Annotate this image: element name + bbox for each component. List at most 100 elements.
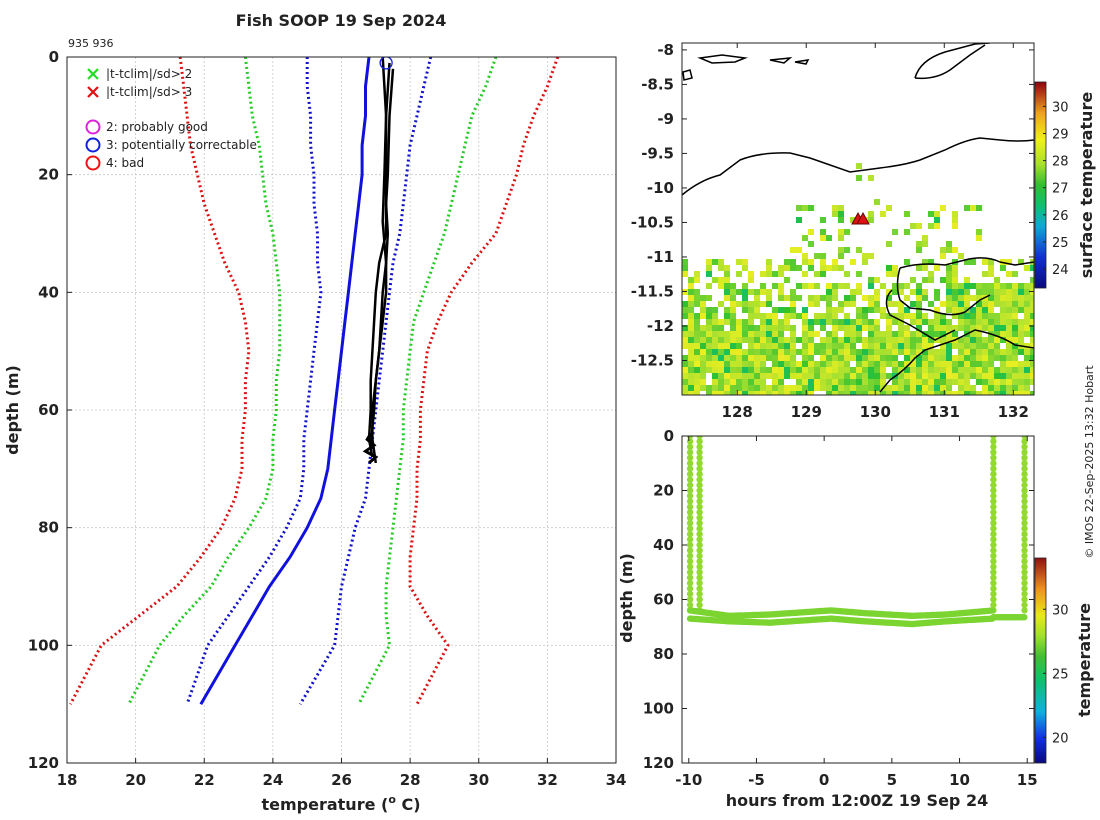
temperature-point (696, 541, 703, 549)
sst-pixel (682, 313, 688, 319)
sst-pixel (892, 349, 898, 355)
sst-pixel (1030, 355, 1034, 361)
sst-pixel (808, 379, 814, 385)
legend-circle-marker (85, 137, 101, 153)
sst-pixel (730, 373, 736, 379)
sst-pixel (832, 391, 838, 395)
sst-pixel (700, 349, 706, 355)
sst-pixel (958, 313, 964, 319)
sst-pixel (904, 367, 910, 373)
time-x-tick-label: -5 (748, 771, 765, 789)
sst-pixel (994, 391, 1000, 395)
sst-pixel (988, 283, 994, 289)
sst-pixel (850, 331, 856, 337)
temperature-point (696, 536, 703, 543)
temperature-point (696, 552, 703, 560)
sst-pixel (988, 319, 994, 325)
sst-pixel (880, 313, 886, 319)
sst-pixel (784, 319, 790, 325)
sst-pixel (814, 385, 820, 391)
sst-pixel (856, 331, 862, 337)
sst-pixel (754, 361, 760, 367)
sst-pixel (958, 367, 964, 373)
sst-pixel (958, 283, 964, 289)
sst-pixel (994, 313, 1000, 319)
sst-pixel (748, 367, 754, 373)
sst-pixel (742, 373, 748, 379)
sst-pixel (946, 247, 952, 253)
profile-grid (66, 56, 617, 764)
sst-pixel (700, 307, 706, 313)
sst-pixel (970, 259, 976, 265)
sst-pixel (1024, 265, 1030, 271)
sst-pixel (910, 313, 916, 319)
sst-pixel (772, 391, 778, 395)
sst-pixel (700, 385, 706, 391)
sst-pixel (880, 331, 886, 337)
sst-pixel (904, 349, 910, 355)
sst-pixel (760, 319, 766, 325)
sst-pixel (1012, 391, 1018, 395)
sst-pixel (1000, 295, 1006, 301)
sst-pixel (1012, 349, 1018, 355)
sst-pixel (910, 337, 916, 343)
sst-pixel (838, 253, 844, 259)
sst-pixel (742, 325, 748, 331)
temperature-point (686, 492, 694, 500)
sst-pixel (802, 307, 808, 313)
sst-pixel (916, 367, 922, 373)
sst-pixel (766, 295, 772, 301)
sst-pixel (820, 319, 826, 325)
sst-pixel (724, 313, 730, 319)
sst-pixel (934, 367, 940, 373)
sst-pixel (808, 361, 814, 367)
sst-pixel (892, 361, 898, 367)
sst-pixel (1006, 259, 1012, 265)
sst-pixel (796, 205, 802, 211)
sst-pixel (964, 355, 970, 361)
sst-pixel (952, 361, 958, 367)
sst-pixel (976, 283, 982, 289)
sst-pixel (964, 301, 970, 307)
sst-pixel (976, 361, 982, 367)
temperature-point (1021, 449, 1028, 456)
sst-pixel (748, 349, 754, 355)
sst-pixel (760, 361, 766, 367)
sst-pixel (946, 295, 952, 301)
sst-pixel (934, 289, 940, 295)
sst-pixel (694, 379, 700, 385)
temperature-point (1021, 536, 1028, 543)
sst-pixel (1000, 385, 1006, 391)
sst-pixel (742, 355, 748, 361)
temperature-point (686, 438, 694, 445)
sst-pixel (856, 175, 862, 181)
qc3-marker (379, 57, 393, 70)
temperature-point (1021, 601, 1028, 609)
float-position-marker (851, 211, 870, 225)
sst-pixel (832, 211, 838, 217)
sst-pixel (724, 319, 730, 325)
sst-pixel (916, 385, 922, 391)
sst-pixel (844, 331, 850, 337)
sst-pixel (844, 229, 850, 235)
sst-pixel (874, 391, 880, 395)
sst-pixel (760, 391, 766, 395)
sst-pixel (1018, 259, 1024, 265)
sst-pixel (850, 355, 856, 361)
sst-pixel (886, 241, 892, 247)
sst-pixel (712, 349, 718, 355)
sst-pixel (994, 337, 1000, 343)
sst-pixel (976, 343, 982, 349)
sst-pixel (820, 355, 826, 361)
sst-pixel (862, 367, 868, 373)
sst-pixel (766, 289, 772, 295)
sst-pixel (1024, 343, 1030, 349)
sst-pixel (940, 331, 946, 337)
sst-pixel (826, 331, 832, 337)
sst-pixel (718, 277, 724, 283)
sst-pixel (886, 361, 892, 367)
sst-pixel (814, 295, 820, 301)
sst-pixel (880, 337, 886, 343)
temperature-point (1021, 579, 1028, 587)
sst-pixel (934, 373, 940, 379)
